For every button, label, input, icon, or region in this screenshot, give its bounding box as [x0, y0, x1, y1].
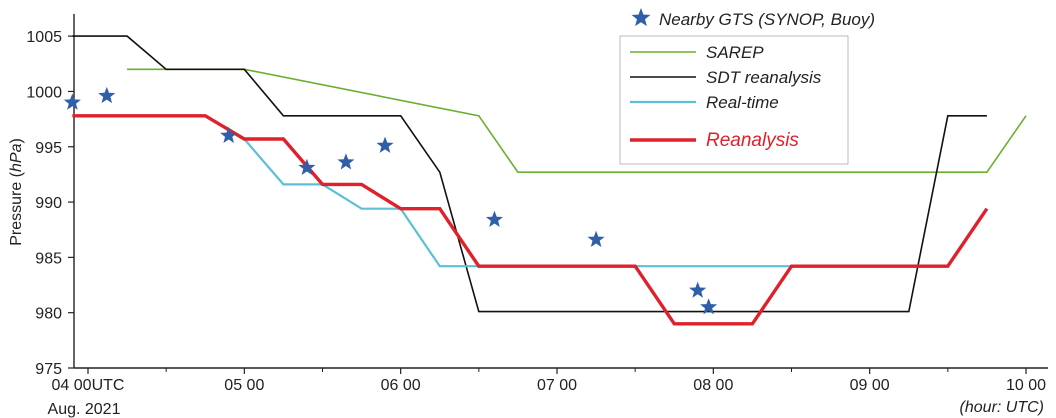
y-axis-title: Pressure (hPa) [8, 138, 25, 246]
y-tick-label: 1005 [26, 29, 62, 46]
y-tick-label: 995 [35, 140, 62, 157]
legend-label: SDT reanalysis [706, 68, 822, 87]
x-tick-label: 07 00 [537, 377, 577, 394]
gts-star-marker [98, 86, 116, 104]
x-tick-sublabel: Aug. 2021 [48, 401, 121, 418]
y-tick-label: 990 [35, 195, 62, 212]
gts-star-marker [63, 93, 81, 110]
series-line-reanalysis [72, 114, 989, 326]
legend-label-gts: Nearby GTS (SYNOP, Buoy) [659, 10, 875, 29]
x-tick-label: 06 00 [381, 377, 421, 394]
y-tick-label: 985 [35, 250, 62, 267]
series-line-sdt-reanalysis [72, 35, 987, 313]
gts-star-marker [689, 281, 707, 298]
gts-star-marker [337, 153, 355, 170]
axes: 975 980 985 990 995 1000 1005 04 00UTC Aug. 2021… [26, 14, 1048, 418]
legend-star-icon [631, 8, 651, 27]
gts-star-marker [376, 136, 394, 153]
gts-star-marker [485, 210, 503, 227]
legend-label: SAREP [706, 43, 764, 62]
gts-star-marker [220, 126, 238, 143]
x-tick-label: 08 00 [693, 377, 733, 394]
legend-label: Reanalysis [706, 130, 799, 151]
series-layer [72, 35, 1027, 326]
y-tick-label: 975 [35, 361, 62, 378]
y-tick-label: 1000 [26, 84, 62, 101]
legend: Nearby GTS (SYNOP, Buoy) SAREP SDT reanaly… [619, 8, 875, 165]
series-line-sarep [127, 68, 1027, 173]
gts-star-marker [700, 298, 718, 315]
x-axis-unit-note: (hour: UTC) [960, 399, 1044, 416]
x-tick-label: 09 00 [850, 377, 890, 394]
x-tick-label: 10 00 [1006, 377, 1046, 394]
legend-label: Real-time [706, 93, 779, 112]
marker-layer [63, 86, 718, 315]
x-tick-label: 05 00 [224, 377, 264, 394]
gts-star-marker [298, 158, 316, 175]
y-tick-label: 980 [35, 306, 62, 323]
legend-box [619, 35, 849, 165]
x-tick-label: 04 00UTC [52, 377, 125, 394]
gts-star-marker [587, 230, 605, 247]
